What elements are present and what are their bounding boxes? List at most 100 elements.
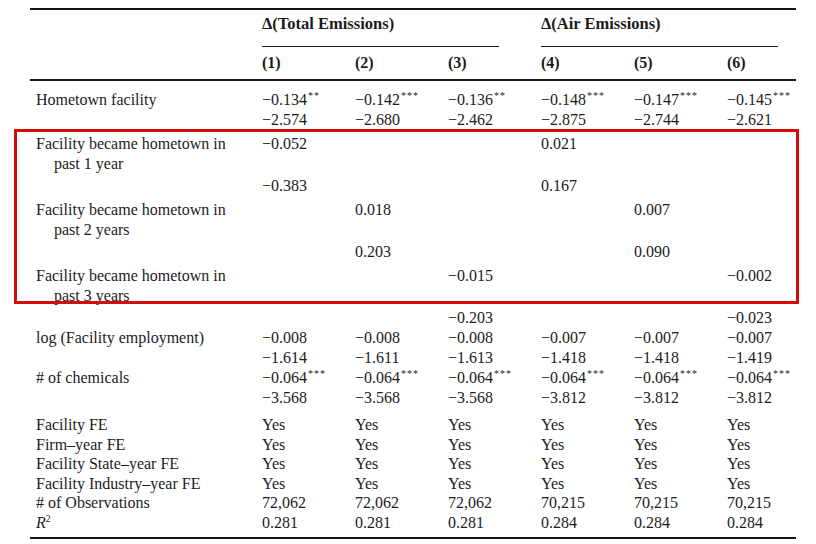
value-cell: Yes — [448, 474, 541, 494]
row-label-text: Facility became hometown in — [36, 201, 226, 218]
row-label-line2: past 3 years — [36, 286, 262, 306]
value-cell: Yes — [727, 435, 796, 455]
value-cell: −3.812 — [634, 388, 727, 408]
value-cell: 0.167 — [541, 176, 634, 196]
value-cell: −0.008 — [262, 328, 355, 348]
paper-table-page: Δ(Total Emissions) Δ(Air Emissions) (1) … — [0, 0, 816, 544]
value-cell: −0.134** — [262, 90, 355, 110]
value-cell: 72,062 — [262, 493, 355, 513]
value-cell: Yes — [634, 454, 727, 474]
value-cell: −2.574 — [262, 110, 355, 130]
column-header-row: (1) (2) (3) (4) (5) (6) — [30, 48, 796, 79]
regression-table: Δ(Total Emissions) Δ(Air Emissions) (1) … — [30, 0, 796, 539]
significance-stars: ** — [308, 90, 320, 101]
row-label-text: Hometown facility — [36, 91, 156, 108]
coefficient-value: −0.148 — [541, 91, 586, 108]
value-cell: −1.611 — [355, 348, 448, 368]
row-label: Facility became hometown in past 3 years — [30, 266, 262, 306]
value-cell: −3.568 — [262, 388, 355, 408]
value-cell: 70,215 — [634, 493, 727, 513]
value-cell: Yes — [541, 474, 634, 494]
value-cell: Yes — [355, 415, 448, 435]
value-cell: −3.812 — [727, 388, 796, 408]
value-cell: −0.064*** — [541, 368, 634, 388]
value-cell: −0.008 — [448, 328, 541, 348]
coefficient-value: −0.145 — [727, 91, 772, 108]
row-label: Facility became hometown inpast 1 year — [30, 134, 262, 174]
value-cell: Yes — [634, 474, 727, 494]
column-header-3: (3) — [448, 54, 541, 72]
column-header-2: (2) — [355, 54, 448, 72]
value-cell: 0.284 — [727, 513, 796, 533]
significance-stars: *** — [494, 368, 512, 379]
value-cell: Yes — [262, 415, 355, 435]
table-row: Hometown facility −0.134**−0.142***−0.136… — [30, 90, 796, 110]
table-row: Facility became hometown inpast 1 year−0… — [30, 134, 796, 174]
table-row: Facility Industry–year FEYesYesYesYesYes… — [30, 474, 796, 494]
value-cell: −0.064*** — [355, 368, 448, 388]
value-cell: −1.614 — [262, 348, 355, 368]
value-cell: −0.007 — [727, 328, 796, 348]
table-row: Firm–year FEYesYesYesYesYesYes — [30, 435, 796, 455]
coefficient-value: −0.064 — [448, 369, 493, 386]
row-label-text: Facility became hometown in — [36, 267, 226, 284]
coefficient-value: −0.136 — [448, 91, 493, 108]
value-cell: −2.875 — [541, 110, 634, 130]
row-label-text: R — [36, 514, 46, 531]
spanner-total-emissions: Δ(Total Emissions) — [262, 14, 541, 48]
value-cell: Yes — [262, 454, 355, 474]
row-label: Firm–year FE — [30, 435, 262, 455]
value-cell: 0.281 — [355, 513, 448, 533]
value-cell: −0.383 — [262, 176, 355, 196]
value-cell: 0.284 — [634, 513, 727, 533]
value-cell: 0.021 — [541, 134, 634, 154]
significance-stars: *** — [773, 368, 791, 379]
value-cell: −0.203 — [448, 308, 541, 328]
bottom-rule — [30, 537, 796, 539]
value-cell: 0.007 — [634, 200, 727, 220]
row-label-text: Firm–year FE — [36, 436, 125, 453]
row-label-text: log (Facility employment) — [36, 329, 204, 346]
value-cell: 72,062 — [355, 493, 448, 513]
value-cell: Yes — [355, 454, 448, 474]
significance-stars: *** — [680, 90, 698, 101]
value-cell: −0.052 — [262, 134, 355, 154]
value-cell: Yes — [448, 415, 541, 435]
row-label: R2 — [30, 513, 262, 533]
value-cell: −1.418 — [634, 348, 727, 368]
significance-stars: *** — [773, 90, 791, 101]
value-cell: −1.419 — [727, 348, 796, 368]
value-cell: 0.203 — [355, 242, 448, 262]
significance-stars: *** — [587, 368, 605, 379]
table-row: Facility became hometown in past 2 years 0… — [30, 200, 796, 240]
value-cell: −2.680 — [355, 110, 448, 130]
spanner-air-label: Δ(Air Emissions) — [541, 14, 661, 33]
row-label-text: # of Observations — [36, 494, 150, 511]
value-cell: −0.002 — [727, 266, 796, 286]
value-cell: −0.023 — [727, 308, 796, 328]
value-cell: −0.147*** — [634, 90, 727, 110]
row-label: Hometown facility — [30, 90, 262, 110]
row-label-text: Facility State–year FE — [36, 455, 179, 472]
table-row: log (Facility employment)−0.008−0.008−0.… — [30, 328, 796, 348]
value-cell: −0.064*** — [727, 368, 796, 388]
row-label: Facility FE — [30, 415, 262, 435]
row-label: Facility became hometown in past 2 years — [30, 200, 262, 240]
significance-stars: *** — [401, 90, 419, 101]
value-cell: Yes — [541, 435, 634, 455]
value-cell: 72,062 — [448, 493, 541, 513]
value-cell: −1.613 — [448, 348, 541, 368]
value-cell: −0.064*** — [448, 368, 541, 388]
value-cell: 0.090 — [634, 242, 727, 262]
column-header-4: (4) — [541, 54, 634, 72]
column-header-1: (1) — [262, 54, 355, 72]
table-row: 0.203 0.090 — [30, 242, 796, 262]
value-cell: −0.142*** — [355, 90, 448, 110]
table-row: −2.574−2.680−2.462−2.875−2.744−2.621 — [30, 110, 796, 130]
row-label: Facility Industry–year FE — [30, 474, 262, 494]
value-cell: −0.064*** — [262, 368, 355, 388]
value-cell: −0.008 — [355, 328, 448, 348]
row-label: Facility State–year FE — [30, 454, 262, 474]
row-label-line2: past 2 years — [36, 220, 262, 240]
value-cell: −0.007 — [634, 328, 727, 348]
